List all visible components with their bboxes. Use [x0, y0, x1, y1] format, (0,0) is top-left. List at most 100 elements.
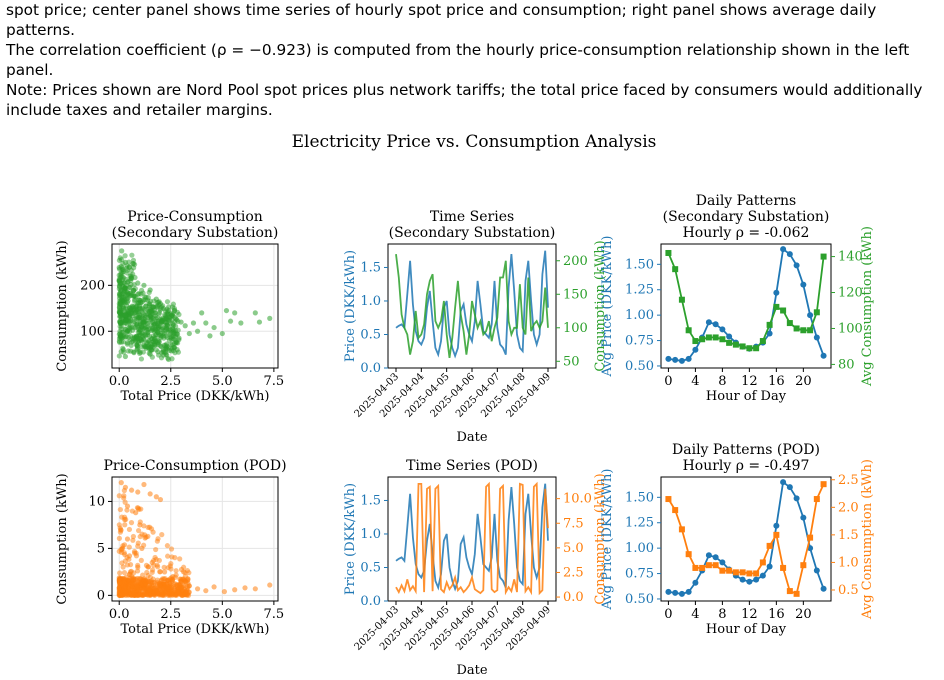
series-marker	[719, 326, 726, 333]
scatter-point	[116, 353, 122, 359]
scatter-point	[131, 589, 137, 596]
series-marker	[732, 341, 739, 348]
scatter-point	[252, 586, 258, 592]
x-axis-label: Total Price (DKK/kWh)	[121, 622, 270, 637]
scatter-point	[157, 496, 164, 503]
scatter-point	[211, 324, 217, 331]
y-tick-label: 1.50	[625, 490, 654, 505]
series-marker	[678, 296, 685, 303]
series-line	[395, 483, 549, 592]
y2-tick-label: 50	[563, 354, 580, 369]
y-tick-label: 0.5	[360, 327, 381, 342]
series-marker	[820, 253, 827, 260]
scatter-point	[119, 294, 125, 301]
y-tick-label: 0.50	[625, 592, 654, 607]
scatter-point	[211, 584, 217, 590]
series-marker	[672, 507, 679, 514]
series-marker	[820, 481, 827, 488]
y-tick-label: 1.5	[360, 493, 381, 508]
scatter-point	[199, 310, 205, 316]
scatter-point	[203, 320, 209, 326]
x-axis-label: Hour of Day	[706, 389, 787, 404]
series-marker	[813, 309, 820, 316]
scatter-point	[131, 320, 137, 326]
scatter-point	[149, 584, 155, 590]
scatter-point	[137, 312, 143, 318]
series-marker	[746, 578, 753, 585]
scatter-point	[242, 585, 248, 591]
scatter-point	[149, 559, 155, 566]
daily-panel-daily_secondary: 0 4 8 12 16 20 0.50 0.75 1.00 1.25 1.50 80 100 120 140…	[600, 193, 875, 404]
y2-tick-label: 5.0	[563, 541, 584, 556]
scatter-point	[127, 316, 134, 322]
scatter-point	[120, 339, 126, 345]
x-tick-label: 7.5	[264, 374, 285, 389]
series-marker	[820, 585, 827, 592]
series-marker	[766, 542, 773, 549]
scatter-point	[151, 591, 157, 597]
series-marker	[780, 307, 787, 314]
scatter-point	[142, 312, 148, 319]
scatter-point	[143, 562, 150, 568]
series-marker	[739, 576, 746, 583]
series-marker	[746, 570, 753, 577]
panel-title: (Secondary Substation)	[389, 225, 556, 241]
series-marker	[685, 551, 692, 558]
series-marker	[678, 357, 685, 364]
scatter-point	[137, 533, 143, 540]
series-marker	[800, 562, 807, 569]
series-marker	[685, 588, 692, 595]
daily-panel-daily_pod: 0 4 8 12 16 20 0.50 0.75 1.00 1.25 1.50 0.5 1.0 1.5 2.…	[600, 442, 875, 637]
series-marker	[692, 346, 699, 353]
scatter-point	[124, 536, 131, 542]
scatter-point	[168, 546, 175, 552]
y-tick-label: 1.0	[360, 527, 381, 542]
x-tick-label: 20	[795, 607, 812, 622]
scatter-point	[133, 510, 139, 516]
y-tick-label: 1.25	[625, 516, 654, 531]
scatter-point	[129, 339, 135, 345]
series-marker	[665, 249, 672, 256]
scatter-point	[120, 564, 126, 570]
scatter-point	[126, 553, 133, 559]
scatter-point	[149, 569, 155, 575]
panel-title: Hourly ρ = -0.497	[683, 458, 810, 474]
series-marker	[780, 479, 787, 486]
scatter-point	[186, 570, 192, 576]
scatter-point	[144, 321, 151, 327]
series-marker	[672, 589, 679, 596]
scatter-point	[123, 312, 129, 319]
y-axis-label: Price (DKK/kWh)	[343, 250, 358, 362]
scatter-point	[232, 310, 238, 316]
series-marker	[726, 333, 733, 340]
series-marker	[773, 522, 780, 529]
scatter-point	[119, 320, 125, 326]
series-marker	[766, 563, 773, 570]
scatter-point	[134, 342, 140, 349]
x-tick-label: 0	[664, 607, 672, 622]
y-tick-label: 1.50	[625, 257, 654, 272]
series-marker	[766, 321, 773, 328]
series-marker	[665, 588, 672, 595]
scatter-point	[145, 329, 151, 335]
panel-title: Hourly ρ = -0.062	[683, 225, 810, 241]
series-marker	[685, 355, 692, 362]
scatter-point	[123, 293, 129, 300]
series-marker	[692, 579, 699, 586]
scatter-point	[125, 334, 132, 340]
series-marker	[786, 320, 793, 327]
panel-title: Price-Consumption (POD)	[103, 458, 286, 474]
series-marker	[726, 567, 733, 574]
scatter-point	[180, 582, 186, 589]
series-marker	[705, 334, 712, 341]
scatter-point	[147, 298, 153, 304]
scatter-point	[174, 587, 180, 593]
scatter-point	[135, 489, 141, 495]
y2-tick-label: 120	[838, 286, 863, 301]
y-tick-label: 5	[97, 541, 105, 556]
y2-tick-label: 0.0	[563, 590, 584, 605]
scatter-point	[117, 506, 123, 513]
scatter-point	[126, 526, 133, 533]
scatter-point	[116, 264, 122, 271]
series-marker	[739, 343, 746, 350]
